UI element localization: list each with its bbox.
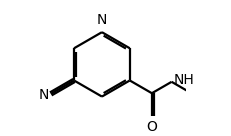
Text: O: O [146,120,157,134]
Text: NH: NH [173,73,194,87]
Text: N: N [96,13,107,27]
Text: N: N [39,88,49,102]
